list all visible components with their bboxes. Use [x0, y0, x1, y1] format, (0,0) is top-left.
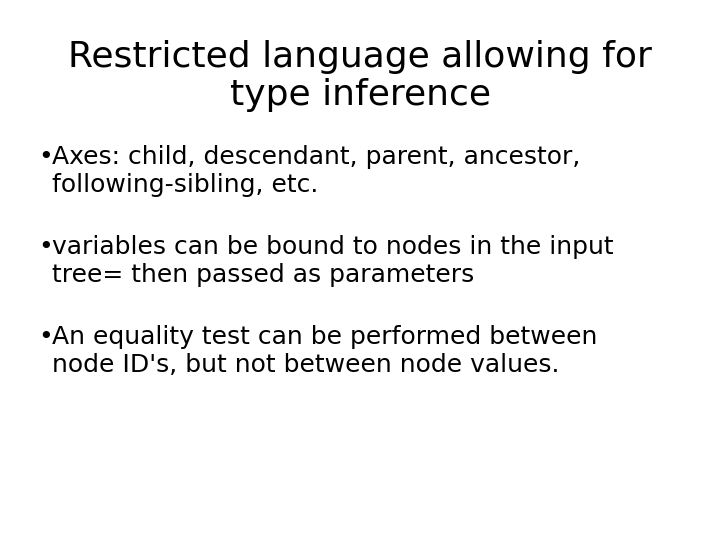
Text: variables can be bound to nodes in the input: variables can be bound to nodes in the i… — [52, 235, 613, 259]
Text: An equality test can be performed between: An equality test can be performed betwee… — [52, 325, 598, 349]
Text: node ID's, but not between node values.: node ID's, but not between node values. — [52, 353, 559, 377]
Text: •: • — [38, 145, 53, 169]
Text: Restricted language allowing for: Restricted language allowing for — [68, 40, 652, 74]
Text: following-sibling, etc.: following-sibling, etc. — [52, 173, 318, 197]
Text: tree= then passed as parameters: tree= then passed as parameters — [52, 263, 474, 287]
Text: type inference: type inference — [230, 78, 490, 112]
Text: •: • — [38, 325, 53, 349]
Text: Axes: child, descendant, parent, ancestor,: Axes: child, descendant, parent, ancesto… — [52, 145, 580, 169]
Text: •: • — [38, 235, 53, 259]
